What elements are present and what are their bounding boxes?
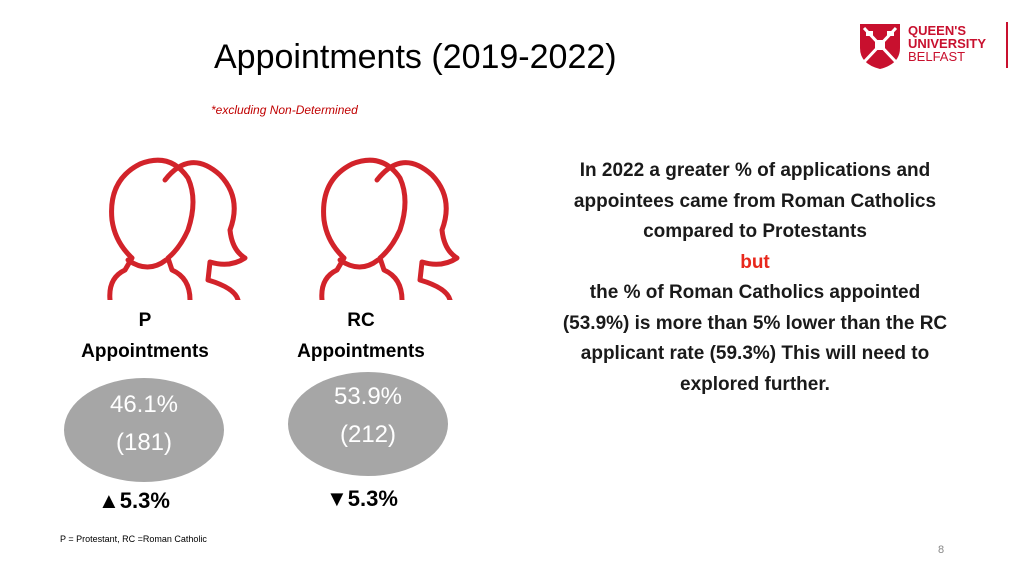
up-arrow-icon: ▲	[98, 488, 120, 513]
people-outline-icon	[319, 157, 460, 300]
footnote: P = Protestant, RC =Roman Catholic	[60, 534, 207, 544]
rc-stat-oval: 53.9% (212)	[288, 372, 448, 476]
rc-count: (212)	[339, 421, 397, 448]
subtitle-note: *excluding Non-Determined	[211, 103, 358, 117]
p-percent: 46.1%	[109, 391, 179, 418]
people-outline-icon	[107, 157, 248, 300]
page-title: Appointments (2019-2022)	[214, 38, 617, 76]
p-stat-oval: 46.1% (181)	[64, 378, 224, 482]
crest-icon	[860, 24, 900, 69]
summary-line: explored further.	[680, 373, 830, 395]
summary-highlight: but	[740, 251, 770, 273]
down-arrow-icon: ▼	[326, 486, 348, 511]
p-appointments-label: P Appointments	[60, 305, 230, 367]
summary-line: In 2022 a greater % of applications and	[579, 160, 931, 181]
rc-label-word: Appointments	[297, 341, 425, 362]
summary-line: applicant rate (59.3%) This will need to	[580, 343, 930, 364]
logo-line-2: UNIVERSITY	[908, 36, 987, 51]
university-logo: QUEEN'S UNIVERSITY BELFAST	[858, 22, 1018, 78]
logo-divider	[1006, 22, 1008, 68]
summary-line: the % of Roman Catholics appointed	[589, 282, 921, 303]
summary-line: (53.9%) is more than 5% lower than the R…	[562, 312, 948, 334]
p-label-word: Appointments	[81, 341, 209, 362]
p-label-short: P	[138, 310, 152, 331]
summary-text: In 2022 a greater % of applications and …	[520, 156, 990, 400]
rc-appointments-label: RC Appointments	[276, 305, 446, 367]
logo-wordmark: QUEEN'S UNIVERSITY BELFAST	[908, 24, 986, 63]
rc-change: ▼5.3%	[326, 486, 398, 512]
p-count: (181)	[115, 429, 173, 456]
page-number: 8	[938, 544, 945, 556]
p-change-value: 5.3%	[119, 488, 170, 513]
summary-line: appointees came from Roman Catholics	[573, 190, 937, 212]
rc-percent: 53.9%	[333, 383, 403, 410]
rc-change-value: 5.3%	[347, 486, 398, 511]
logo-line-3: BELFAST	[908, 49, 966, 64]
p-change: ▲5.3%	[98, 488, 170, 514]
rc-label-short: RC	[347, 310, 375, 331]
logo-line-1: QUEEN'S	[908, 23, 966, 38]
summary-line: compared to Protestants	[643, 221, 867, 242]
